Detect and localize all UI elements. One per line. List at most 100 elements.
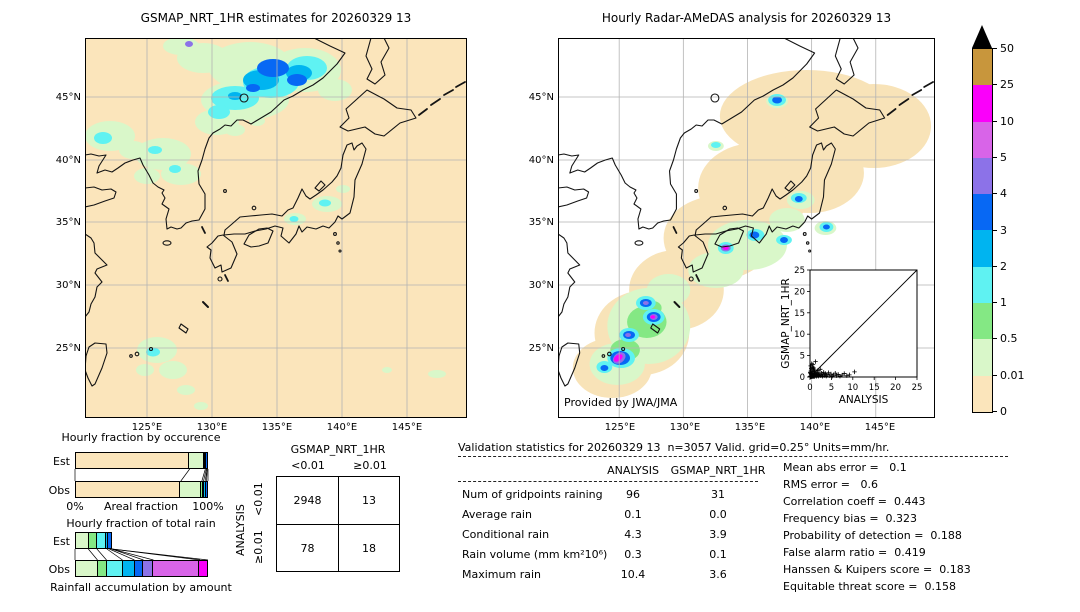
bar-segment [204, 453, 206, 468]
colorbar-segment [973, 230, 992, 267]
validation-value: 96 [626, 488, 640, 501]
bar-segment [143, 561, 154, 576]
map-frame [85, 38, 467, 418]
bar-segment [180, 482, 201, 497]
lat-tick-label: 40°N [55, 155, 81, 166]
bar-segment [199, 561, 207, 576]
svg-text:20: 20 [794, 287, 805, 297]
colorbar-tick-label: 3 [1000, 223, 1007, 237]
svg-text:15: 15 [794, 309, 805, 319]
gsmap-estimate-map [85, 38, 467, 418]
bar-segment [88, 533, 97, 548]
lon-tick-label: 130°E [669, 422, 701, 433]
bar-segment [76, 561, 99, 576]
bar-segment [76, 453, 189, 468]
bar-segment [153, 561, 200, 576]
colorbar-tick [993, 120, 997, 122]
bar-segment [76, 482, 181, 497]
bar-connectors [74, 548, 209, 561]
colorbar-tick [993, 48, 997, 49]
stacked-bar-obs [75, 560, 208, 577]
lon-tick-label: 125°E [604, 422, 636, 433]
bar-segment [205, 482, 207, 497]
contingency-row-label-ge: ≥0.01 [252, 530, 265, 564]
validation-value: 3.6 [709, 568, 727, 581]
validation-value: 4.3 [624, 528, 642, 541]
validation-row-label: Num of gridpoints raining [462, 488, 603, 501]
contingency-col-label-lt: <0.01 [291, 459, 325, 472]
lon-tick-label: 130°E [196, 422, 228, 433]
bar-segment [106, 533, 109, 548]
validation-metric: Mean abs error = 0.1 [783, 461, 907, 474]
bar-segment [200, 482, 203, 497]
validation-row-label: Rain volume (mm km²10⁶) [462, 548, 608, 561]
bar-segment [188, 453, 205, 468]
totalrain-row-label-obs: Obs [48, 563, 70, 576]
contingency-cell: 78 [277, 525, 339, 571]
colorbar-tick-label: 25 [1000, 78, 1014, 92]
svg-text:10: 10 [794, 330, 805, 340]
lon-tick-label: 135°E [734, 422, 766, 433]
lon-tick-label: 140°E [326, 422, 358, 433]
colorbar-segment [973, 375, 992, 412]
colorbar-tick-label: 1 [1000, 296, 1007, 310]
svg-text:GSMAP_NRT_1HR: GSMAP_NRT_1HR [780, 278, 792, 369]
contingency-cell: 18 [362, 541, 376, 555]
bar-segment [96, 533, 107, 548]
occurrence-row-label-est: Est [53, 455, 70, 468]
inset-scatter-plot: 00 5 5 10 10 15 15 20 20 25 25 ANALYSIS GSMAP_NRT_1H… [780, 266, 923, 406]
occurrence-row-label-obs: Obs [48, 484, 70, 497]
validation-title: Validation statistics for 20260329 13 n=… [458, 441, 890, 454]
svg-text:20: 20 [890, 383, 901, 393]
validation-metric: Probability of detection = 0.188 [783, 529, 962, 542]
validation-row-label: Maximum rain [462, 568, 541, 581]
validation-metric: Hanssen & Kuipers score = 0.183 [783, 563, 971, 576]
svg-text:0: 0 [807, 383, 812, 393]
contingency-col-label-ge: ≥0.01 [353, 459, 387, 472]
bar-segment [134, 561, 144, 576]
totalrain-row-label-est: Est [53, 535, 70, 548]
colorbar-tick [993, 338, 997, 340]
divider [458, 456, 1008, 457]
colorbar-segment [973, 339, 992, 376]
lat-tick-label: 40°N [528, 155, 554, 166]
colorbar-tick-label: 2 [1000, 259, 1007, 273]
colorbar-tick [993, 374, 997, 376]
bar-segment [76, 533, 89, 548]
occurrence-axis-max: 100% [192, 500, 224, 513]
lat-tick-label: 35°N [528, 217, 554, 228]
bar-segment [206, 453, 208, 468]
svg-text:25: 25 [912, 383, 923, 393]
colorbar-segment [973, 49, 992, 86]
colorbar-segment [973, 121, 992, 158]
validation-value: 0.1 [709, 548, 727, 561]
bar-segment [204, 482, 206, 497]
occurrence-axis-min: 0% [66, 500, 84, 513]
bar-segment [205, 453, 207, 468]
validation-metric: Frequency bias = 0.323 [783, 512, 918, 525]
lat-tick-label: 45°N [528, 92, 554, 103]
bar-segment [98, 561, 108, 576]
validation-metric: Correlation coeff = 0.443 [783, 495, 926, 508]
contingency-cell: 13 [339, 477, 399, 525]
validation-value: 0.3 [624, 548, 642, 561]
lon-tick-label: 140°E [799, 422, 831, 433]
validation-metric: False alarm ratio = 0.419 [783, 546, 926, 559]
lat-tick-label: 35°N [55, 217, 81, 228]
colorbar-segment [973, 85, 992, 122]
occurrence-chart-title: Hourly fraction by occurence [61, 431, 221, 444]
contingency-row-header: ANALYSIS [234, 504, 247, 556]
colorbar-segment [973, 303, 992, 340]
bar-segment [202, 482, 205, 497]
lat-tick-label: 25°N [55, 343, 81, 354]
colorbar-tick [993, 302, 997, 304]
stacked-bar-est [75, 452, 208, 469]
colorbar [972, 48, 993, 413]
svg-text:0: 0 [800, 373, 805, 383]
validation-row-label: Average rain [462, 508, 532, 521]
svg-text:5: 5 [800, 352, 805, 362]
colorbar-tick-label: 0 [1000, 405, 1007, 418]
svg-text:25: 25 [794, 266, 805, 276]
divider [458, 481, 758, 482]
lat-tick-label: 45°N [55, 92, 81, 103]
